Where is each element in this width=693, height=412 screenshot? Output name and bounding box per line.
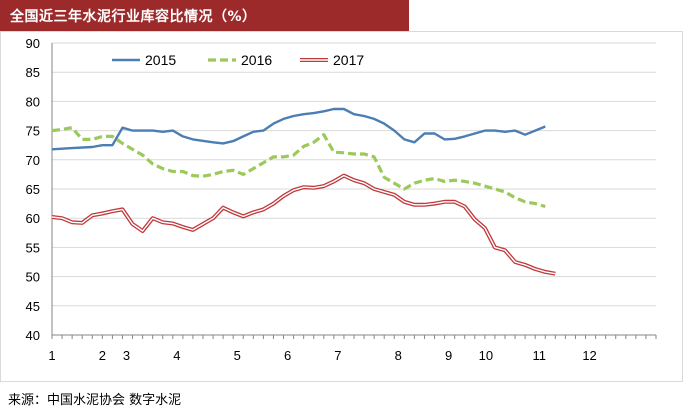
x-tick-label: 2 [99, 348, 106, 363]
x-tick-label: 4 [173, 348, 180, 363]
chart-title-bar: 全国近三年水泥行业库容比情况（%） [0, 0, 409, 31]
y-tick-label: 55 [26, 240, 40, 255]
y-tick-label: 45 [26, 299, 40, 314]
x-tick-label: 3 [123, 348, 130, 363]
y-tick-label: 90 [26, 36, 40, 51]
series-line-2016 [51, 126, 546, 209]
y-tick-label: 50 [26, 270, 40, 285]
x-tick-label: 8 [395, 348, 402, 363]
chart-frame [0, 31, 683, 382]
x-tick-label: 11 [532, 348, 546, 363]
y-tick-label: 65 [26, 182, 40, 197]
x-tick-label: 6 [284, 348, 291, 363]
source-note: 来源：中国水泥协会 数字水泥 [8, 393, 182, 408]
x-tick-label: 1 [48, 348, 55, 363]
legend-label-2016: 2016 [241, 52, 272, 68]
x-tick-label: 12 [582, 348, 596, 363]
x-tick-label: 10 [479, 348, 493, 363]
y-tick-label: 70 [26, 153, 40, 168]
y-tick-label: 75 [26, 124, 40, 139]
y-tick-label: 85 [26, 65, 40, 80]
y-tick-label: 40 [26, 328, 40, 343]
x-tick-label: 5 [234, 348, 241, 363]
legend-label-2017: 2017 [333, 52, 364, 68]
series-line-2015 [51, 107, 546, 151]
chart-title: 全国近三年水泥行业库容比情况（%） [10, 9, 257, 25]
legend-label-2015: 2015 [145, 52, 176, 68]
series-line-inner-2017 [51, 174, 556, 275]
y-tick-label: 60 [26, 211, 40, 226]
x-tick-label: 7 [334, 348, 341, 363]
series-line-2017 [51, 173, 556, 276]
y-tick-label: 80 [26, 94, 40, 109]
x-tick-label: 9 [445, 348, 452, 363]
